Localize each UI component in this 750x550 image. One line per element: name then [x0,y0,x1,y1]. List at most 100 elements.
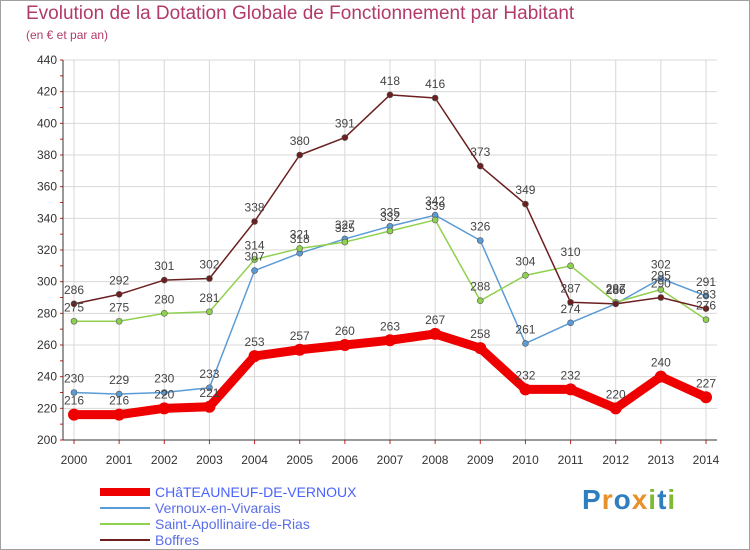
data-point [567,319,574,327]
x-tick-label: 2012 [602,453,629,467]
data-label: 233 [199,367,219,381]
data-label: 335 [380,205,400,219]
data-point [206,308,213,316]
data-point [115,390,123,398]
data-label: 240 [651,356,671,370]
data-point [158,402,171,415]
data-point [654,370,667,383]
logo-letter: i [667,484,677,515]
legend-label-chateauneuf: CHâTEAUNEUF-DE-VERNOUX [155,484,357,500]
x-tick-label: 2005 [286,453,313,467]
data-point [248,350,261,363]
data-label: 391 [335,117,355,131]
data-label: 220 [154,387,174,401]
legend-swatch-chateauneuf [100,488,150,496]
data-point [160,276,168,284]
data-label: 338 [245,201,265,215]
data-point [160,389,168,396]
x-tick-label: 2010 [512,453,539,467]
data-label: 295 [651,269,671,283]
logo-letter: r [601,484,614,515]
data-point [296,151,304,159]
data-label: 418 [380,74,400,88]
data-label: 230 [154,372,174,386]
y-tick-label: 220 [37,401,57,415]
data-point [567,298,574,306]
data-point [612,300,620,308]
data-point [476,162,484,170]
data-label: 292 [109,273,129,287]
data-label: 325 [335,221,355,235]
legend-label-boffres: Boffres [155,532,200,548]
data-label: 288 [470,280,490,294]
x-tick-label: 2004 [241,453,268,467]
chart-title: Evolution de la Dotation Globale de Fonc… [26,3,575,24]
data-point [519,383,532,396]
x-tick-label: 2013 [648,453,675,467]
logo-letter: x [631,484,649,515]
data-label: 416 [425,77,445,91]
data-point [338,339,351,351]
data-label: 257 [290,329,310,343]
data-label: 286 [64,283,84,297]
data-label: 327 [335,218,355,232]
data-point [476,297,484,304]
y-tick-label: 280 [37,306,57,320]
legend-swatch-vernoux [100,507,150,509]
y-tick-label: 360 [37,180,57,194]
data-point [68,408,80,421]
legend-swatch-boffres [100,539,150,541]
chart-subtitle: (en € et par an) [26,28,109,42]
data-label: 373 [470,145,490,159]
data-label: 258 [470,327,490,341]
data-label: 283 [696,288,716,302]
data-point [657,275,665,282]
data-point [657,286,665,293]
data-label: 286 [606,283,626,297]
data-point [341,134,349,141]
data-point [522,200,529,208]
x-tick-label: 2014 [693,453,720,467]
data-point [115,317,123,325]
data-point [702,292,710,300]
data-point [160,310,168,317]
data-label: 349 [515,183,535,197]
data-point [115,291,123,298]
proxiti-logo: Proxiti [582,484,676,516]
y-tick-label: 240 [37,370,57,384]
y-tick-label: 420 [37,85,57,99]
data-point [206,384,213,392]
data-label: 280 [154,292,174,306]
data-label: 291 [696,275,716,289]
x-tick-label: 2002 [151,453,178,467]
data-label: 230 [64,372,84,386]
data-label: 342 [425,194,445,208]
data-point [70,317,78,325]
data-point [251,267,258,274]
data-point [341,238,349,246]
data-point [429,327,442,340]
y-tick-label: 440 [37,53,57,67]
data-point [431,216,439,224]
data-point [70,389,78,396]
data-label: 261 [515,322,535,336]
data-label: 304 [515,254,535,268]
y-tick-label: 380 [37,148,57,162]
data-label: 227 [696,376,716,390]
data-label: 275 [64,300,84,314]
legend-swatch-saint-apollinaire [100,523,150,525]
legend-label-saint-apollinaire: Saint-Apollinaire-de-Rias [155,516,310,532]
y-tick-label: 260 [37,338,57,352]
data-point [657,294,665,301]
data-point [206,275,213,282]
data-point [293,343,306,356]
y-tick-label: 400 [37,116,57,130]
data-label: 287 [561,281,581,295]
data-label: 332 [380,210,400,224]
y-tick-label: 340 [37,211,57,225]
x-tick-label: 2008 [422,453,449,467]
data-label: 275 [109,300,129,314]
logo-letter: t [657,484,668,515]
data-label: 314 [245,239,265,253]
